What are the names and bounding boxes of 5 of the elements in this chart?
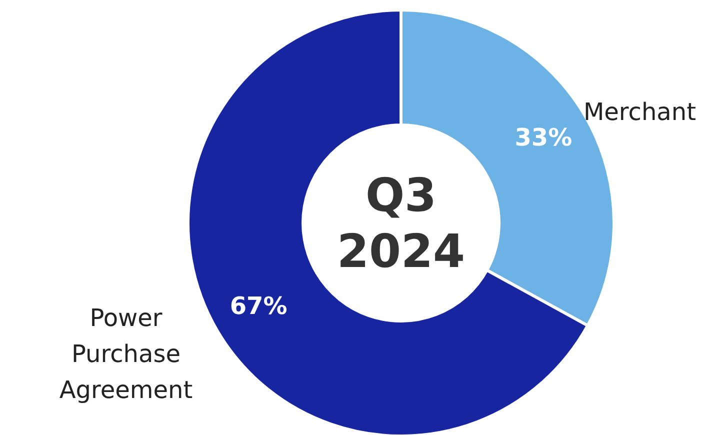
slice-label: Power Purchase Agreement: [59, 304, 193, 404]
data-label: 33%: [514, 123, 572, 152]
slice-label: Merchant: [583, 98, 696, 126]
data-label: 67%: [230, 292, 288, 320]
text: Q3 2024: [336, 168, 466, 278]
